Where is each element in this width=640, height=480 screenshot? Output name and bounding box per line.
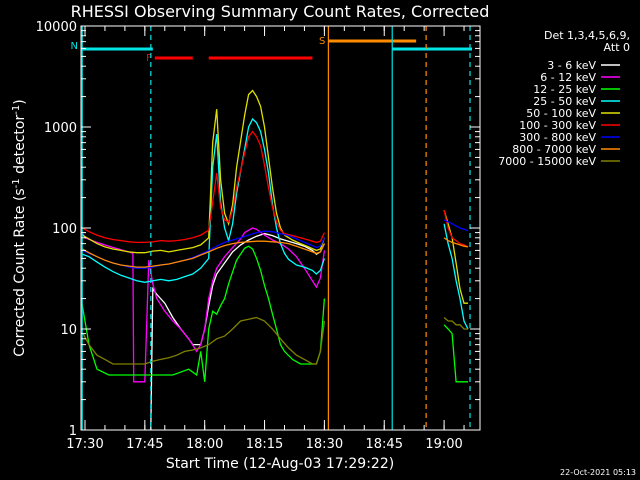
legend-header-line: Att 0 [604, 41, 630, 54]
series-line [81, 89, 326, 254]
y-tick-label: 10 [60, 323, 77, 338]
legend-label: 100 - 300 keV [519, 119, 596, 132]
series-layer [80, 89, 469, 431]
series-line [150, 232, 325, 431]
flag-label: S [319, 36, 325, 47]
x-tick-label: 18:30 [306, 437, 343, 452]
series-line [443, 210, 468, 304]
y-tick-label: 1 [69, 424, 77, 439]
legend-label: 800 - 7000 keV [512, 143, 596, 156]
x-axis-label: Start Time (12-Aug-03 17:29:22) [166, 456, 394, 472]
series-line [81, 117, 326, 283]
series-line [443, 324, 468, 383]
flag-layer: N F S [71, 36, 473, 64]
legend-label: 12 - 25 keV [533, 83, 596, 96]
y-tick-label: 10000 [36, 20, 77, 35]
legend-label: 3 - 6 keV [547, 59, 596, 72]
y-tick-label: 1000 [44, 121, 77, 136]
x-tick-label: 19:00 [425, 437, 462, 452]
footer-timestamp: 22-Oct-2021 05:13 [560, 468, 636, 477]
series-line [82, 316, 326, 365]
x-tick-label: 18:45 [366, 437, 403, 452]
series-line [443, 223, 469, 330]
series-line [81, 130, 325, 244]
legend-label: 300 - 800 keV [519, 131, 596, 144]
legend-header-line: Det 1,3,4,5,6,9, [544, 29, 630, 42]
flag-label: F [146, 53, 152, 64]
series-line [443, 317, 468, 330]
series-line [82, 227, 326, 383]
axes-layer: 17:30 17:45 18:00 18:15 18:30 18:45 19:00 1 10 10… [36, 20, 480, 452]
legend-label: 7000 - 15000 keV [498, 155, 596, 168]
series-line [80, 245, 326, 382]
y-axis-label: Corrected Count Rate (s-1 detector-1) [11, 99, 28, 356]
chart-title: RHESSI Observing Summary Count Rates, Co… [71, 2, 490, 21]
legend-label: 25 - 50 keV [533, 95, 596, 108]
x-tick-label: 18:00 [186, 437, 223, 452]
series-line [443, 237, 469, 248]
x-tick-label: 17:30 [66, 437, 103, 452]
flag-label: N [71, 41, 78, 52]
legend-label: 6 - 12 keV [540, 71, 596, 84]
y-tick-label: 100 [52, 222, 77, 237]
x-tick-label: 18:15 [246, 437, 283, 452]
x-tick-label: 17:45 [126, 437, 163, 452]
series-line [443, 219, 469, 232]
series-line [443, 210, 469, 248]
legend-header: Det 1,3,4,5,6,9,Att 0 [544, 29, 630, 54]
legend-label: 50 - 100 keV [526, 107, 596, 120]
series-line [81, 240, 325, 268]
